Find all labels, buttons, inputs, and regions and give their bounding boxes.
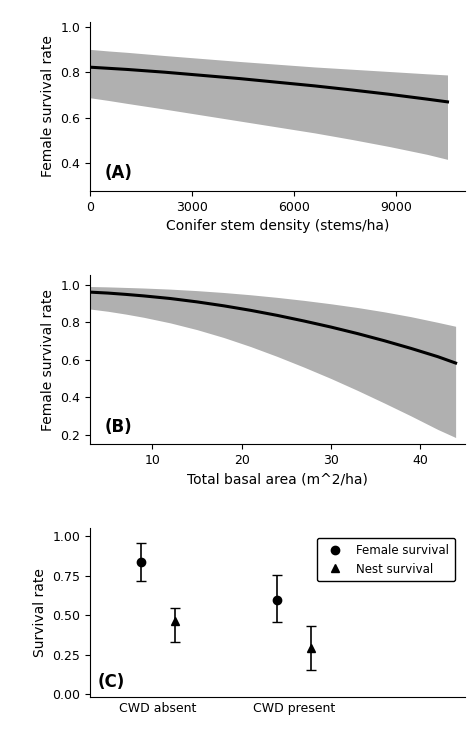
Y-axis label: Female survival rate: Female survival rate <box>41 288 55 431</box>
X-axis label: Conifer stem density (stems/ha): Conifer stem density (stems/ha) <box>165 219 389 233</box>
Y-axis label: Female survival rate: Female survival rate <box>41 35 55 178</box>
Text: (A): (A) <box>105 164 133 183</box>
Text: (C): (C) <box>98 672 125 691</box>
Text: (B): (B) <box>105 418 133 436</box>
Y-axis label: Survival rate: Survival rate <box>33 568 47 658</box>
Legend: Female survival, Nest survival: Female survival, Nest survival <box>317 538 455 581</box>
X-axis label: Total basal area (m^2/ha): Total basal area (m^2/ha) <box>187 473 368 487</box>
